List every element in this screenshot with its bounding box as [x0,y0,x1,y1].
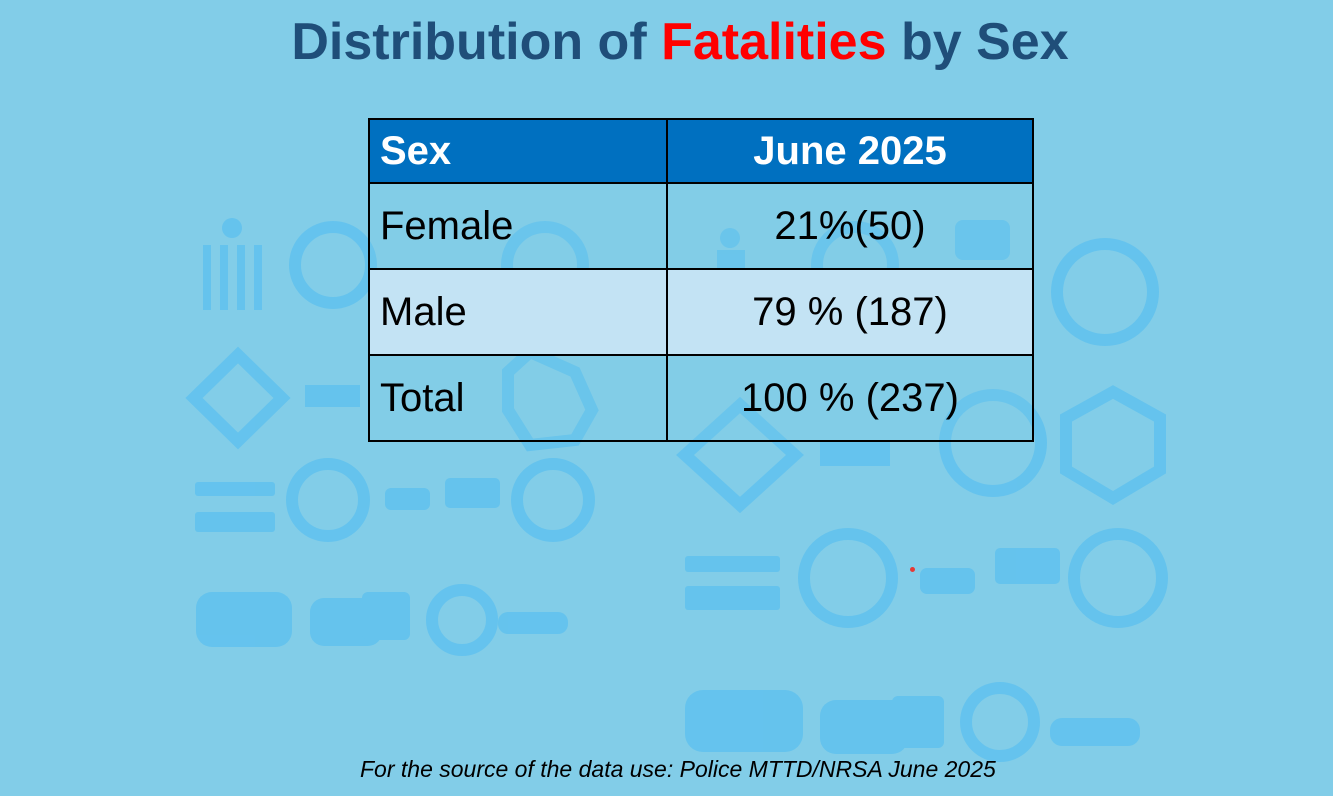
no-parking-icon [289,221,377,309]
row-value-male: 79 % (187) [666,268,1034,356]
red-dot [910,567,915,572]
car-icon-2 [685,690,803,752]
row-label-male: Male [368,268,668,356]
table-row: Female 21%(50) [368,182,1034,270]
table-header-row: Sex June 2025 [368,118,1034,184]
fatalities-by-sex-table: Sex June 2025 Female 21%(50) Male 79 % (… [368,118,1034,442]
car-icon [196,592,292,647]
school-crossing-icon [185,346,291,450]
traffic-camera-icon [305,385,360,407]
header-june-2025: June 2025 [666,118,1034,184]
barrier-icon-2 [685,556,780,572]
scooter-icon-2 [1050,718,1140,746]
pedestrian-crossing-icon [203,245,211,310]
wheelchair-icon [426,584,498,656]
page-title: Distribution of Fatalities by Sex [0,12,1333,72]
title-accent: Fatalities [661,13,887,71]
source-note: For the source of the data use: Police M… [360,756,996,782]
car-crash-icon-2 [920,568,975,594]
tow-truck-icon [445,478,500,508]
locked-car-icon-2 [820,700,908,754]
wheelchair-icon-2 [960,682,1040,762]
no-trucks-icon [511,458,595,542]
traffic-camera-icon-2 [820,440,890,466]
table-row: Total 100 % (237) [368,354,1034,442]
no-trucks-icon-2 [1068,528,1168,628]
row-value-female: 21%(50) [666,182,1034,270]
tow-truck-icon-2 [995,548,1060,584]
railroad-crossing-icon [286,458,370,542]
scooter-icon [498,612,568,634]
barrier-icon [195,482,275,496]
row-label-total: Total [368,354,668,442]
stop-sign-icon-2 [1060,385,1166,505]
railroad-crossing-icon-2 [798,528,898,628]
title-lead: Distribution of [291,13,662,71]
row-label-female: Female [368,182,668,270]
header-sex: Sex [368,118,668,184]
row-value-total: 100 % (237) [666,354,1034,442]
car-crash-icon [385,488,430,510]
parking-icon-2 [1051,238,1159,346]
title-tail: by Sex [886,13,1069,71]
table-row: Male 79 % (187) [368,268,1034,356]
